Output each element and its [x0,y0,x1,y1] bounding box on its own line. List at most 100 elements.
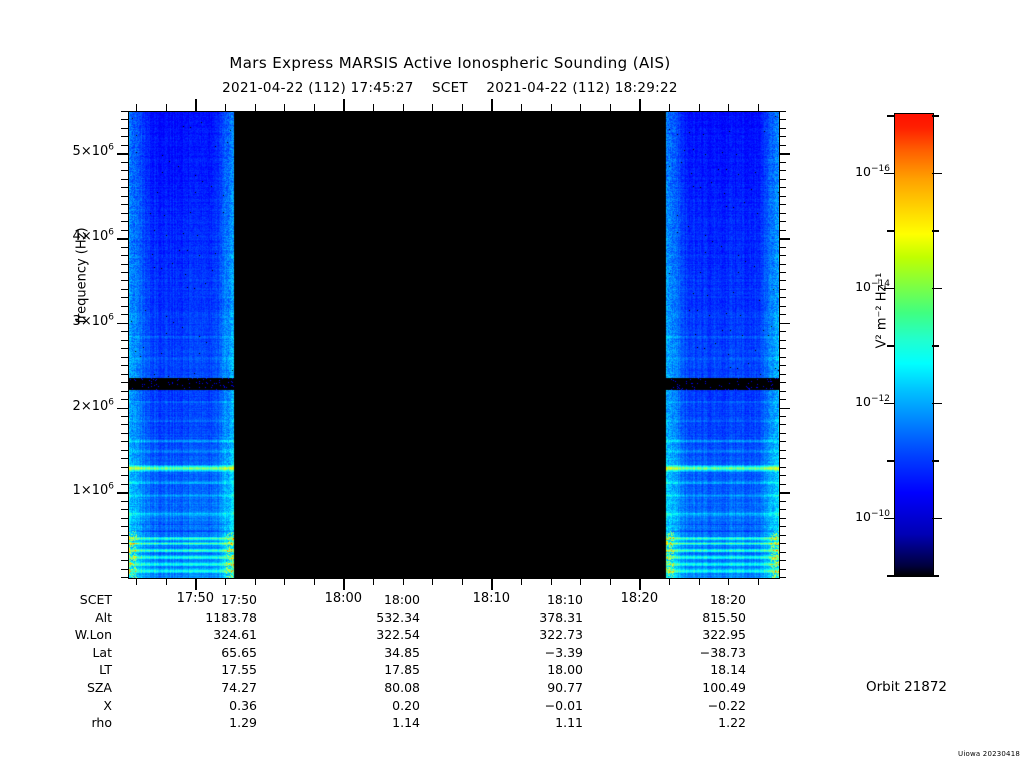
y-axis-major-tick [779,407,790,410]
y-axis-minor-tick [121,373,128,375]
colorbar-minor-tick [887,115,894,117]
y-axis-major-tick [117,153,128,155]
colorbar-major-tick [932,287,942,289]
colorbar-major-tick [884,402,894,404]
y-axis-major-tick [779,238,790,240]
table-row: X 0.36 0.20 −0.01 −0.22 [50,697,764,715]
x-axis-tick-label: 18:00 [324,591,363,606]
y-axis-minor-tick [121,356,128,358]
y-axis-minor-tick [121,127,128,129]
table-cell: 80.08 [384,679,420,695]
x-axis-minor-tick [402,104,404,111]
y-axis-minor-tick [121,339,128,341]
y-axis-minor-tick [121,161,128,163]
y-axis-minor-tick [121,136,128,138]
table-row-label: SCET [79,592,112,607]
table-row: rho 1.29 1.14 1.11 1.22 [50,714,764,732]
table-cell: −38.73 [699,644,746,660]
colorbar-minor-tick [887,460,894,462]
colorbar-minor-tick [887,345,894,347]
x-axis-tick-label: 18:20 [620,591,659,606]
x-axis-minor-tick [402,578,404,585]
orbit-label: Orbit 21872 [866,679,948,695]
y-axis-minor-tick [121,246,128,248]
y-axis-minor-tick [121,305,128,307]
y-axis-minor-tick [779,424,786,426]
y-axis-minor-tick [779,119,786,121]
y-axis-minor-tick [121,416,128,418]
y-axis-minor-tick [779,305,786,307]
y-axis-tick-label: 5×106 [72,143,114,160]
y-axis-minor-tick [779,144,786,146]
y-axis-minor-tick [121,534,128,536]
y-axis-minor-tick [779,458,786,460]
y-axis-minor-tick [779,466,786,468]
y-axis-minor-tick [779,271,786,273]
colorbar-major-tick [884,517,894,519]
x-axis-minor-tick [698,578,700,585]
x-axis-minor-tick [550,104,552,111]
x-axis-minor-tick [432,578,434,585]
y-axis-minor-tick [121,432,128,434]
table-cell: 34.85 [384,644,420,660]
y-axis-minor-tick [121,483,128,485]
page-title: Mars Express MARSIS Active Ionospheric S… [229,54,671,72]
y-axis-major-tick [779,492,790,494]
y-axis-minor-tick [779,432,786,434]
colorbar-tick-label: 10−16 [855,163,890,179]
table-row-label: rho [91,715,113,731]
y-axis-minor-tick [121,187,128,189]
y-axis-minor-tick [779,187,786,189]
table-cell: 17:50 [220,592,257,607]
watermark-label: Uiowa 20230418 [958,750,1021,758]
table-cell: 0.36 [229,697,257,713]
x-axis-minor-tick [313,578,315,585]
y-axis-minor-tick [121,144,128,146]
table-row: W.Lon 324.61 322.54 322.73 322.95 [50,626,764,644]
table-row-label: X [103,697,112,713]
y-axis-tick-label: 4×106 [72,227,114,245]
table-cell: 1.22 [718,715,746,731]
y-axis-minor-tick [121,288,128,290]
table-cell: 324.61 [213,627,257,643]
x-axis-major-tick [639,99,641,111]
y-axis-title: frequency (Hz) [74,227,90,324]
y-axis-minor-tick [779,356,786,358]
y-axis-minor-tick [779,204,786,206]
colorbar-minor-tick [932,575,939,577]
table-cell: 322.95 [702,627,746,643]
x-axis-minor-tick [580,578,582,585]
y-axis-minor-tick [779,577,786,578]
y-axis-minor-tick [121,577,128,578]
y-axis-minor-tick [779,475,786,477]
y-axis-minor-tick [121,399,128,401]
table-cell: 815.50 [702,609,746,625]
x-axis-tick-label: 18:10 [472,591,511,606]
y-axis-minor-tick [121,526,128,528]
x-axis-minor-tick [609,578,611,585]
x-axis-minor-tick [224,104,226,111]
y-axis-minor-tick [121,271,128,273]
colorbar-major-tick [932,172,942,174]
y-axis-minor-tick [779,560,786,562]
table-cell: 65.65 [221,644,257,660]
spectrogram-image [129,112,779,578]
x-axis-minor-tick [609,104,611,111]
colorbar-tick-label: 10−12 [855,393,890,409]
x-axis-minor-tick [757,578,759,585]
y-axis-minor-tick [121,119,128,121]
table-cell: −3.39 [544,644,583,660]
table-row: SZA 74.27 80.08 90.77 100.49 [50,679,764,697]
y-axis-minor-tick [121,111,128,112]
y-axis-minor-tick [121,331,128,333]
y-axis-minor-tick [779,483,786,485]
colorbar-gradient [894,113,934,577]
x-axis-minor-tick [284,578,286,585]
y-axis-minor-tick [121,229,128,231]
x-axis-minor-tick [432,104,434,111]
x-axis-minor-tick [520,104,522,111]
y-axis-minor-tick [121,280,128,282]
y-axis-minor-tick [121,170,128,172]
y-axis-minor-tick [779,348,786,350]
x-axis-major-tick [195,578,197,590]
